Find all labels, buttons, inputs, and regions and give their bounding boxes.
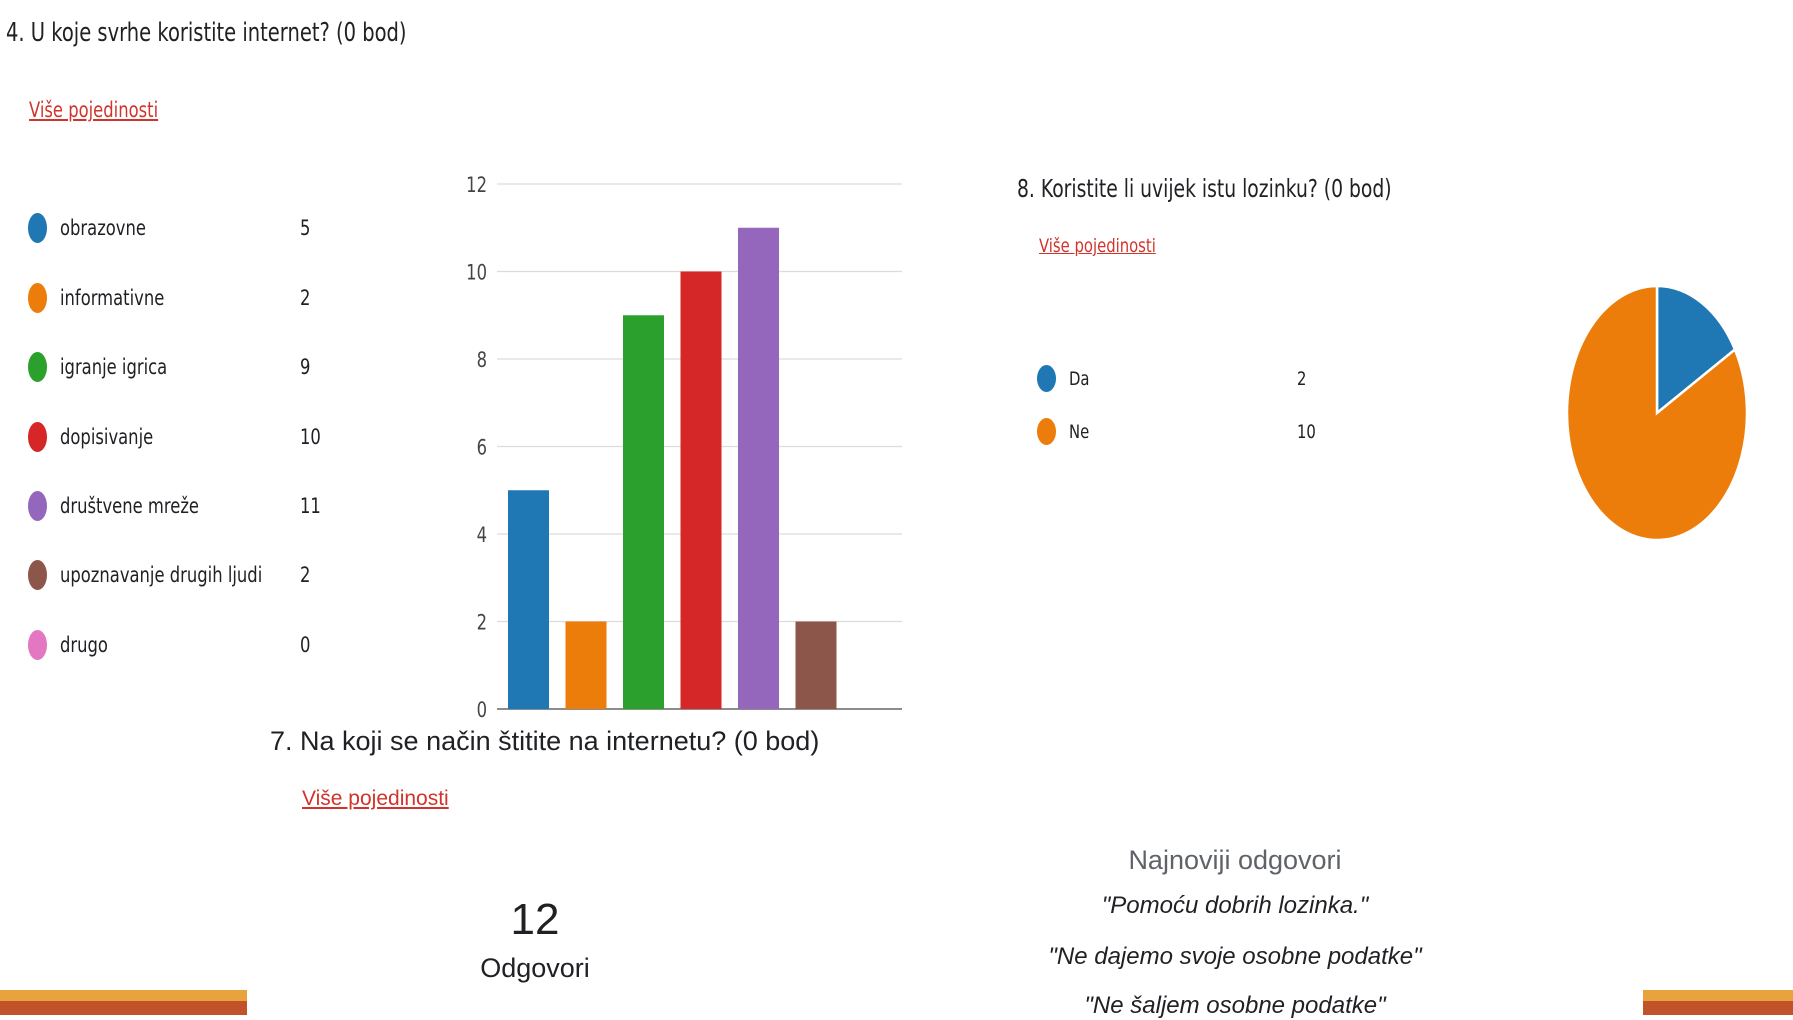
latest-responses-heading: Najnoviji odgovori — [1128, 845, 1342, 875]
legend-label: obrazovne — [60, 216, 146, 240]
legend-value: 0 — [300, 633, 311, 657]
legend-value: 5 — [300, 216, 311, 240]
legend-label: informativne — [60, 286, 165, 310]
latest-response: "Ne dajemo svoje osobne podatke" — [1048, 943, 1422, 970]
legend-label: igranje igrica — [60, 355, 168, 379]
q4-title: 4. U koje svrhe koristite internet? (0 b… — [6, 18, 407, 48]
y-tick-label: 2 — [477, 612, 487, 635]
legend-color-dot — [28, 630, 47, 660]
y-tick-label: 12 — [466, 174, 487, 197]
legend-color-dot — [28, 422, 47, 452]
bar-3 — [680, 271, 722, 709]
y-tick-label: 4 — [477, 524, 487, 547]
slide-decor-stripe — [1643, 990, 1793, 1001]
pie-slice-1 — [1565, 284, 1749, 542]
legend-color-dot — [28, 283, 47, 313]
slide-decor-stripe — [0, 1001, 247, 1015]
legend-color-dot — [1037, 365, 1056, 392]
bar-chart-bars — [508, 227, 837, 709]
bar-2 — [623, 315, 664, 709]
slide-decor-stripe — [0, 990, 247, 1001]
legend-label: dopisivanje — [60, 425, 154, 449]
legend-value: 2 — [300, 286, 311, 310]
bar-1 — [565, 621, 607, 709]
q8-title: 8. Koristite li uvijek istu lozinku? (0 … — [1017, 174, 1392, 203]
pie-slice-0 — [1655, 284, 1737, 416]
legend-value: 10 — [1297, 421, 1316, 443]
bar-0 — [508, 490, 549, 709]
legend-color-dot — [1037, 418, 1056, 445]
latest-response: "Ne šaljem osobne podatke" — [1084, 992, 1386, 1019]
y-tick-label: 10 — [466, 262, 487, 285]
legend-value: 10 — [300, 425, 321, 449]
y-tick-label: 0 — [477, 699, 487, 722]
bar-chart-y-ticks: 0 2 4 6 8 10 12 — [466, 174, 487, 722]
legend-label: društvene mreže — [60, 494, 199, 518]
q7-title: 7. Na koji se način štitite na internetu… — [270, 726, 820, 756]
legend-value: 9 — [300, 355, 311, 379]
pie-chart-slices — [1565, 284, 1749, 542]
legend-color-dot — [28, 560, 47, 590]
bar-4 — [738, 227, 779, 709]
legend-label: upoznavanje drugih ljudi — [60, 563, 263, 587]
legend-label: drugo — [60, 633, 108, 657]
legend-color-dot — [28, 352, 47, 382]
legend-label: Da — [1069, 368, 1090, 390]
legend-value: 2 — [1297, 368, 1307, 390]
legend-value: 11 — [300, 494, 321, 518]
q8-details-link[interactable]: Više pojedinosti — [1039, 235, 1156, 257]
response-count: 12 — [510, 895, 560, 944]
legend-value: 2 — [300, 563, 311, 587]
latest-response: "Pomoću dobrih lozinka." — [1101, 892, 1369, 919]
legend-color-dot — [28, 491, 47, 521]
q4-details-link[interactable]: Više pojedinosti — [29, 98, 159, 122]
y-tick-label: 8 — [477, 349, 487, 372]
q7-details-link[interactable]: Više pojedinosti — [302, 787, 449, 810]
slide-decor-bar-right — [1643, 990, 1793, 1015]
y-tick-label: 6 — [477, 437, 487, 460]
slide-decor-bar-left — [0, 990, 247, 1015]
legend-color-dot — [28, 213, 47, 243]
slide-decor-stripe — [1643, 1001, 1793, 1015]
response-count-label: Odgovori — [480, 953, 590, 983]
bar-5 — [795, 621, 837, 709]
legend-label: Ne — [1069, 421, 1090, 443]
